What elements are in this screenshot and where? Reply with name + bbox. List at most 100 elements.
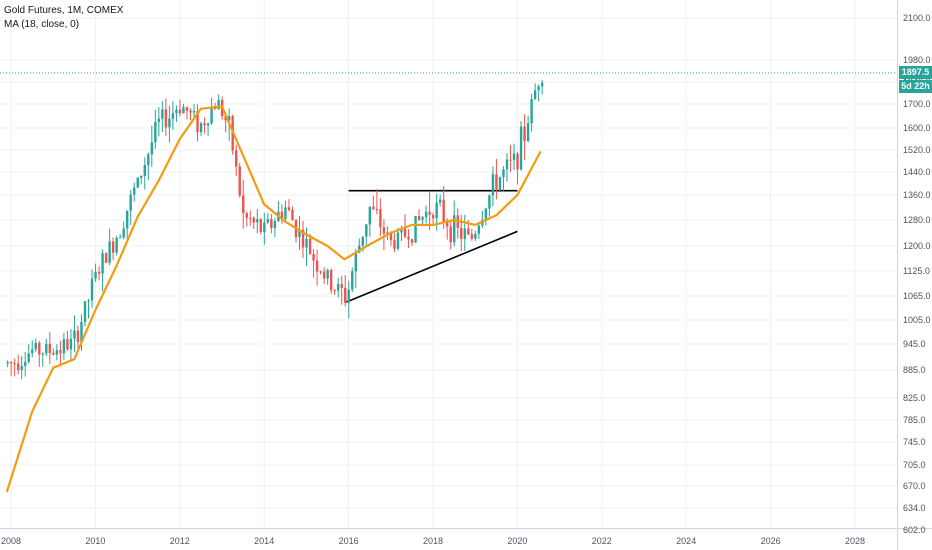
- candle-body: [414, 216, 417, 243]
- candle-body: [453, 215, 456, 243]
- candle-body: [502, 169, 505, 178]
- candle-body: [344, 287, 347, 303]
- price-tick-label: 1700.0: [903, 99, 931, 109]
- candle-body: [488, 195, 491, 209]
- candle-body: [329, 269, 333, 291]
- time-tick-label: 2028: [845, 536, 865, 546]
- candle-body: [498, 177, 502, 190]
- candle-body: [505, 159, 509, 170]
- time-axis[interactable]: 2008 2010 2012 2014 2016 2018 2020 2022 2024 2026…: [1, 536, 865, 546]
- candle-body: [150, 142, 154, 155]
- candle-body: [69, 338, 73, 350]
- time-tick-label: 2018: [423, 536, 443, 546]
- candle-body: [76, 330, 80, 343]
- candle-body: [407, 236, 410, 240]
- candle-body: [460, 227, 463, 239]
- price-tick-label: 745.0: [903, 437, 926, 447]
- price-tick-label: 1440.0: [903, 167, 931, 177]
- candle-body: [238, 166, 241, 196]
- time-tick-label: 2026: [761, 536, 781, 546]
- candle-body: [189, 110, 192, 113]
- candle-body: [340, 284, 343, 288]
- candle-body: [97, 271, 101, 274]
- candle-body: [224, 116, 227, 121]
- candle-body: [45, 343, 48, 354]
- candle-body: [104, 253, 108, 263]
- candle-body: [491, 174, 495, 196]
- candle-body: [284, 207, 287, 219]
- candle-body: [129, 194, 132, 211]
- price-tick-label: 825.0: [903, 393, 926, 403]
- candle-body: [217, 100, 220, 110]
- candle-body: [523, 126, 526, 141]
- symbol-title[interactable]: Gold Futures, 1M, COMEX: [4, 5, 124, 16]
- candle-body: [379, 209, 382, 228]
- price-tick-label: 634.0: [903, 503, 926, 513]
- candle-body: [270, 219, 273, 229]
- candle-body: [263, 222, 266, 233]
- candle-body: [435, 202, 438, 219]
- candle-body: [533, 90, 537, 100]
- candle-body: [199, 123, 203, 133]
- candle-body: [336, 284, 340, 291]
- candle-body: [182, 107, 185, 114]
- candle-body: [428, 211, 431, 215]
- candle-body: [421, 217, 424, 220]
- candle-body: [206, 123, 210, 126]
- price-tick-label: 2100.0: [903, 13, 931, 23]
- candle-body: [252, 218, 255, 223]
- candle-body: [400, 228, 403, 233]
- indicator-title[interactable]: MA (18, close, 0): [4, 19, 80, 30]
- candle-body: [59, 350, 62, 354]
- candle-body: [326, 269, 329, 279]
- candle-body: [34, 342, 37, 350]
- candle-body: [203, 123, 206, 126]
- price-tick-label: 1005.0: [903, 315, 931, 325]
- time-tick-label: 2010: [85, 536, 105, 546]
- price-axis[interactable]: 2100.01980.01840.01700.01600.01520.01440…: [903, 13, 931, 535]
- chart-legend: Gold Futures, 1M, COMEX MA (18, close, 0…: [4, 4, 123, 32]
- candle-body: [115, 237, 118, 253]
- candle-body: [351, 271, 354, 290]
- candle-body: [361, 236, 365, 246]
- candle-body: [347, 289, 350, 303]
- candle-body: [157, 118, 161, 122]
- candle-body: [66, 339, 69, 350]
- candle-body: [470, 234, 474, 239]
- candle-body: [301, 229, 305, 248]
- candle-body: [382, 227, 386, 234]
- candle-body: [24, 361, 27, 366]
- price-tick-label: 1125.0: [903, 266, 930, 276]
- candle-body: [396, 232, 400, 249]
- candle-body: [537, 86, 540, 91]
- candle-body: [55, 350, 59, 355]
- candle-body: [118, 237, 122, 239]
- candle-body: [161, 109, 164, 119]
- candle-body: [185, 107, 189, 111]
- candle-body: [125, 210, 129, 229]
- price-tick-label: 1360.0: [903, 190, 931, 200]
- candle-body: [101, 253, 104, 274]
- ma-line: [5, 105, 542, 493]
- candle-body: [287, 207, 291, 210]
- candle-body: [333, 290, 336, 292]
- candle-body: [259, 219, 263, 233]
- candle-body: [196, 111, 199, 133]
- candle-body: [438, 199, 442, 203]
- candle-body: [266, 219, 270, 223]
- candle-body: [52, 352, 55, 355]
- candle-body: [164, 109, 168, 128]
- time-tick-label: 2016: [339, 536, 359, 546]
- candle-body: [41, 353, 44, 355]
- candle-body: [87, 300, 90, 302]
- candle-body: [154, 121, 157, 143]
- countdown-badge: 5d 22h: [899, 79, 932, 93]
- candle-body: [242, 195, 245, 214]
- support-line: [346, 230, 518, 303]
- candle-body: [38, 342, 41, 355]
- candle-body: [20, 365, 23, 371]
- candle-body: [27, 353, 30, 362]
- candle-body: [312, 254, 315, 261]
- candle-body: [305, 238, 308, 248]
